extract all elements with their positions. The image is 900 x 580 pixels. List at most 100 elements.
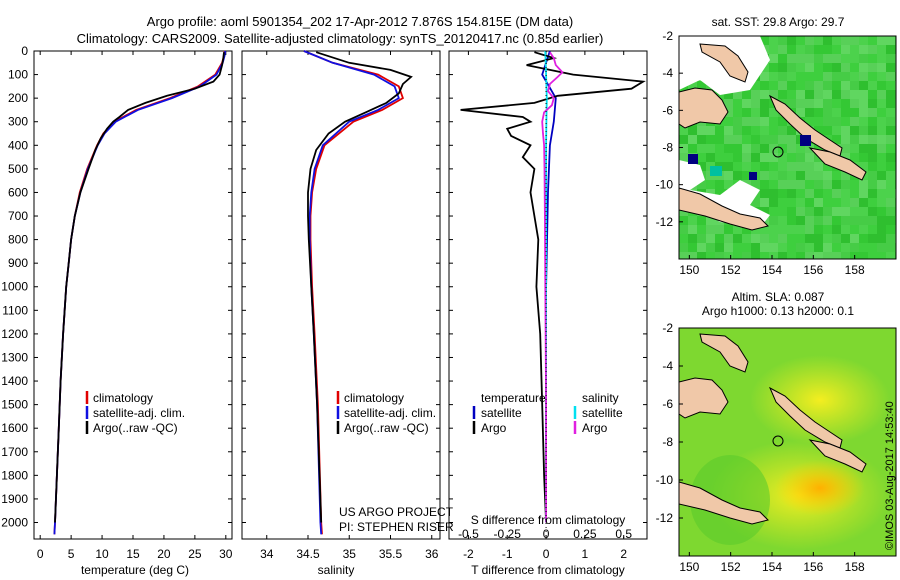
x-tick-label: 2 <box>620 547 627 561</box>
sst-cell <box>877 99 886 108</box>
series-line-t-argo <box>460 51 646 523</box>
sst-cell <box>877 108 886 117</box>
land-new-britain <box>679 377 729 419</box>
sst-cell <box>814 162 823 171</box>
sst-cell <box>868 54 877 63</box>
legend-label-climatology: climatology <box>93 391 153 405</box>
sst-cell <box>778 81 787 90</box>
sst-cell <box>823 198 832 207</box>
sst-cell <box>868 162 877 171</box>
sst-cell <box>805 225 814 234</box>
temperature-legend: climatology satellite-adj. clim. Argo(..… <box>85 391 185 435</box>
sst-cell <box>850 216 859 225</box>
sst-cell <box>877 117 886 126</box>
sla-map <box>679 328 896 556</box>
sst-cell <box>787 63 796 72</box>
sst-cell <box>751 90 760 99</box>
sst-cell <box>697 81 706 90</box>
temperature-xlabel: temperature (deg C) <box>81 563 189 577</box>
sst-cell <box>832 243 841 252</box>
sst-cell <box>724 135 733 144</box>
sst-cell <box>769 216 778 225</box>
sst-cell <box>868 81 877 90</box>
argo-position-marker-sla <box>772 435 784 447</box>
sst-cell <box>724 243 733 252</box>
sst-cell <box>787 153 796 162</box>
sst-cell <box>832 198 841 207</box>
sst-cell <box>787 243 796 252</box>
sst-cyan-cell <box>710 166 722 176</box>
sst-cell <box>733 162 742 171</box>
series-line-argo-raw-qc- <box>54 52 225 523</box>
sst-cell <box>796 234 805 243</box>
sst-cell <box>769 117 778 126</box>
sst-cell <box>787 81 796 90</box>
difference-legend: temperature salinity satellite Argo sate… <box>472 391 623 435</box>
project-line-2: PI: STEPHEN RISER <box>339 520 454 534</box>
sst-cell <box>841 207 850 216</box>
sst-cell <box>859 108 868 117</box>
sst-cell <box>751 144 760 153</box>
land-north-island <box>699 43 749 83</box>
sst-cell <box>814 72 823 81</box>
sst-cell <box>877 252 886 259</box>
sst-cell <box>760 117 769 126</box>
sst-cell <box>706 225 715 234</box>
title-line-2: Climatology: CARS2009. Satellite-adjuste… <box>77 31 604 46</box>
salinity-legend: climatology satellite-adj. clim. Argo(..… <box>336 391 436 435</box>
temperature-panel-frame <box>33 50 233 540</box>
salinity-plot: 34 34.5 35 35.5 36 <box>242 50 440 561</box>
sst-cell <box>751 252 760 259</box>
sst-cell <box>760 252 769 259</box>
sst-cell <box>697 126 706 135</box>
x-tick-label: 10 <box>95 547 109 561</box>
map-x-tick-label: 154 <box>762 263 782 277</box>
sst-cell <box>877 216 886 225</box>
sst-cell <box>832 81 841 90</box>
sst-cell <box>814 207 823 216</box>
sst-cell <box>877 225 886 234</box>
sst-cell <box>877 207 886 216</box>
sst-cell <box>751 126 760 135</box>
sst-cell <box>805 63 814 72</box>
sst-cell <box>760 225 769 234</box>
sst-cell <box>769 171 778 180</box>
sst-cell <box>724 252 733 259</box>
top-tick-label: 0.5 <box>615 527 632 541</box>
sst-cell <box>823 180 832 189</box>
sst-cell <box>724 234 733 243</box>
depth-tick-label: 100 <box>8 68 28 82</box>
sst-cell <box>733 126 742 135</box>
sst-cell <box>787 189 796 198</box>
sst-cell <box>832 234 841 243</box>
sst-cell <box>697 135 706 144</box>
sst-cell <box>823 225 832 234</box>
sst-cell <box>742 162 751 171</box>
sst-cell <box>742 135 751 144</box>
sst-cell <box>724 153 733 162</box>
sst-cell <box>787 36 796 45</box>
credit-text: ©IMOS 03-Aug-2017 14:53:40 <box>884 401 896 550</box>
sst-cell <box>679 225 688 234</box>
sst-cell <box>859 63 868 72</box>
sst-cell <box>814 99 823 108</box>
sst-cell <box>796 81 805 90</box>
sst-cell <box>751 180 760 189</box>
sst-cell <box>823 72 832 81</box>
sst-cell <box>886 189 895 198</box>
sst-cell <box>760 108 769 117</box>
sst-cell <box>850 153 859 162</box>
sst-cell <box>877 171 886 180</box>
depth-tick-label: 0 <box>21 44 28 58</box>
sst-cell <box>841 180 850 189</box>
sst-cell <box>868 117 877 126</box>
sst-cell <box>697 153 706 162</box>
sst-cell <box>859 153 868 162</box>
sst-cell <box>778 207 787 216</box>
difference-plot: -2 -1 0 1 2 -0.5 -0.25 0 0.25 0.5 <box>449 50 647 561</box>
sst-cell <box>868 243 877 252</box>
sst-cell <box>823 171 832 180</box>
sst-cell <box>850 198 859 207</box>
sst-cell <box>886 108 895 117</box>
sst-cell <box>877 243 886 252</box>
